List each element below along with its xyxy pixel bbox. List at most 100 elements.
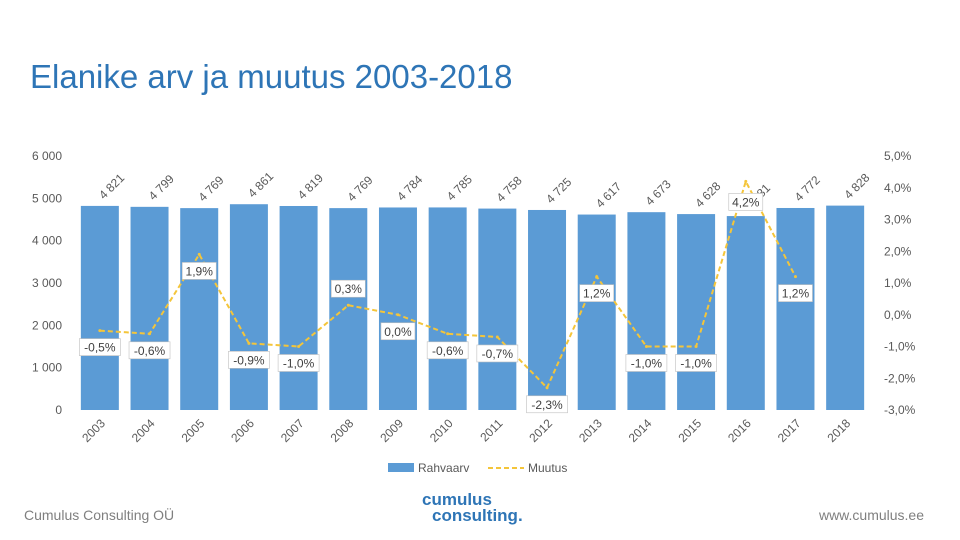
right-axis-tick-label: -1,0% (884, 340, 916, 354)
muutus-point-2017 (793, 275, 797, 279)
muutus-value-label: -0,9% (233, 353, 265, 367)
muutus-label-box (426, 341, 469, 360)
bar-2006 (229, 204, 268, 410)
bar-value-label: 4 772 (792, 173, 823, 204)
muutus-label-box (277, 354, 320, 372)
bar-value-label: 4 617 (593, 179, 624, 210)
category-label: 2017 (775, 416, 804, 445)
bar-value-label: 4 628 (692, 179, 723, 210)
bar-2013 (577, 214, 616, 410)
muutus-value-label: -1,0% (283, 357, 315, 371)
muutus-label-box (128, 341, 171, 360)
muutus-value-label: -0,5% (84, 341, 116, 355)
bar-value-label: 4 861 (245, 169, 276, 200)
bar-value-label: 4 785 (444, 172, 475, 203)
category-label: 2009 (377, 416, 406, 445)
muutus-label-box (526, 395, 568, 414)
muutus-point-2010 (446, 332, 450, 336)
bar-2005 (180, 208, 219, 410)
muutus-point-2004 (148, 332, 152, 336)
muutus-value-label: 1,2% (782, 287, 810, 301)
muutus-value-label: 4,2% (732, 195, 760, 209)
muutus-point-2012 (545, 386, 549, 390)
bar-2014 (627, 212, 666, 410)
muutus-label-box (380, 322, 416, 341)
muutus-value-label: -0,6% (134, 344, 166, 358)
bar-2018 (826, 205, 865, 410)
category-label: 2006 (228, 416, 257, 445)
right-axis-tick-label: 0,0% (884, 308, 912, 322)
logo-line-1: cumulus (422, 490, 492, 509)
legend-swatch-rahvaarv (388, 463, 414, 472)
muutus-value-label: -1,0% (680, 357, 712, 371)
category-label: 2008 (328, 416, 357, 445)
website-link[interactable]: www.cumulus.ee (818, 507, 924, 523)
muutus-value-label: 0,3% (335, 282, 363, 296)
right-axis-tick-label: 4,0% (884, 181, 912, 195)
muutus-value-label: 0,0% (384, 325, 412, 339)
category-label: 2007 (278, 416, 307, 445)
muutus-value-label: -0,7% (482, 347, 514, 361)
left-axis-tick-label: 1 000 (32, 361, 62, 375)
bar-2012 (528, 209, 567, 410)
muutus-point-2016 (744, 179, 748, 183)
muutus-label-box (330, 279, 366, 298)
bar-2009 (378, 207, 417, 410)
left-axis-tick-label: 0 (55, 403, 62, 417)
bar-2017 (776, 207, 815, 410)
right-axis-tick-label: -2,0% (884, 371, 916, 385)
right-axis-tick-label: 5,0% (884, 149, 912, 163)
bar-value-label: 4 725 (543, 175, 574, 206)
muutus-label-box (675, 354, 717, 372)
bar-2004 (130, 206, 169, 410)
muutus-point-2015 (694, 345, 698, 348)
company-name: Cumulus Consulting OÜ (24, 507, 175, 523)
bar-value-label: 4 769 (195, 173, 226, 204)
legend-label-muutus: Muutus (528, 461, 567, 475)
muutus-line (99, 178, 797, 390)
category-label: 2013 (576, 416, 605, 445)
bar-value-label: 4 821 (96, 171, 127, 202)
muutus-point-2006 (247, 341, 251, 345)
category-label: 2004 (129, 416, 158, 445)
bar-value-label: 4 673 (643, 177, 674, 208)
muutus-value-label: 1,9% (186, 264, 214, 278)
right-axis-tick-label: 2,0% (884, 244, 912, 258)
left-axis-tick-label: 5 000 (32, 191, 62, 205)
left-axis-tick-label: 3 000 (32, 276, 62, 290)
category-label: 2015 (675, 416, 704, 445)
slide-title: Elanike arv ja muutus 2003-2018 (30, 58, 513, 95)
category-label: 2012 (526, 416, 555, 445)
muutus-label-box (728, 193, 764, 211)
category-label: 2014 (626, 416, 655, 445)
muutus-point-2003 (98, 329, 102, 333)
muutus-point-2011 (495, 335, 499, 339)
bar-2011 (478, 208, 517, 410)
bar-2003 (80, 205, 119, 410)
left-axis-tick-label: 6 000 (32, 149, 62, 163)
muutus-point-2005 (197, 252, 201, 256)
bar-2007 (279, 205, 318, 410)
category-label: 2005 (179, 416, 208, 445)
muutus-value-label: -0,6% (432, 344, 464, 358)
left-axis-tick-label: 2 000 (32, 318, 62, 332)
right-axis-tick-label: 3,0% (884, 213, 912, 227)
muutus-label-box (181, 262, 217, 280)
muutus-label-box (79, 338, 121, 356)
bar-value-label: 4 799 (146, 172, 177, 203)
category-label: 2016 (725, 416, 754, 445)
bar-2010 (428, 207, 467, 410)
category-label: 2011 (477, 416, 505, 444)
muutus-value-label: 1,2% (583, 287, 611, 301)
left-axis-tick-label: 4 000 (32, 234, 62, 248)
cumulus-logo: cumulus consulting. (422, 490, 523, 524)
bar-value-label: 4 769 (345, 173, 376, 204)
bar-value-label: 4 758 (494, 173, 525, 204)
muutus-value-label: -2,3% (531, 398, 563, 412)
muutus-point-2013 (595, 275, 599, 279)
bar-value-label: 4 828 (841, 170, 872, 201)
right-axis-tick-label: -3,0% (884, 403, 916, 417)
bar-value-label: 4 819 (295, 171, 326, 202)
muutus-point-2007 (297, 345, 301, 348)
